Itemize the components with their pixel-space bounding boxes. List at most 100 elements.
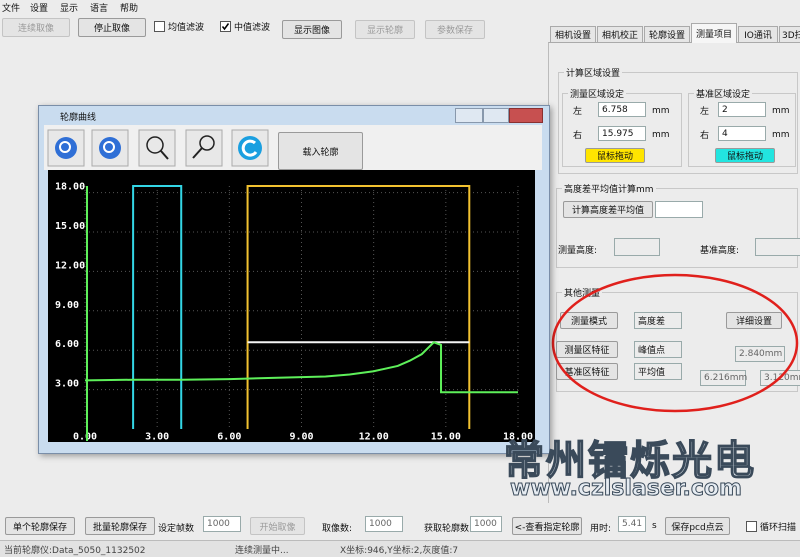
- button[interactable]: 批量轮廓保存: [85, 517, 155, 535]
- button[interactable]: 鼠标拖动: [585, 148, 645, 163]
- x-tick-label: 12.00: [359, 431, 389, 442]
- text-field[interactable]: 1000: [203, 516, 241, 532]
- x-tick-label: 3.00: [145, 431, 169, 442]
- text-field: 平均值: [634, 363, 682, 380]
- tab[interactable]: 轮廓设置: [644, 26, 690, 42]
- text-field: 5.41: [618, 516, 646, 532]
- x-tick-label: 6.00: [217, 431, 241, 442]
- button[interactable]: <-查看指定轮廓: [512, 517, 582, 535]
- y-tick-label: 6.00: [55, 339, 79, 350]
- tab-active[interactable]: 测量项目: [691, 23, 737, 43]
- zoom-tool-icon[interactable]: [185, 129, 223, 167]
- button[interactable]: 连续取像: [2, 18, 70, 37]
- group-box: [558, 72, 798, 174]
- status-text: 当前轮廓仪:Data_5050_1132502: [4, 546, 146, 556]
- checkbox[interactable]: [154, 21, 165, 32]
- group-box: [556, 188, 798, 268]
- series-line: [246, 185, 471, 429]
- group-title: 高度差平均值计算mm: [562, 182, 656, 195]
- tab[interactable]: 相机校正: [597, 26, 643, 42]
- button[interactable]: 鼠标拖动: [715, 148, 775, 163]
- label: 左: [573, 107, 583, 117]
- button[interactable]: 单个轮廓保存: [5, 517, 75, 535]
- checkbox[interactable]: [220, 21, 231, 32]
- annotation: [551, 273, 799, 413]
- tab[interactable]: 相机设置: [550, 26, 596, 42]
- label: 基准高度:: [700, 246, 740, 256]
- status-text: X坐标:946,Y坐标:2,灰度值:7: [340, 546, 459, 556]
- group-title: 计算区域设置: [564, 66, 623, 79]
- refresh-icon[interactable]: [231, 129, 269, 167]
- button[interactable]: 显示图像: [282, 20, 342, 39]
- series-line: [84, 341, 518, 394]
- text-field: 1000: [365, 516, 403, 532]
- label: 设定帧数: [158, 524, 195, 534]
- button[interactable]: 计算高度差平均值: [563, 201, 653, 218]
- checkbox-label: 均值滤波: [168, 23, 205, 33]
- button[interactable]: 基准区特征: [556, 363, 618, 380]
- unit: mm: [772, 106, 790, 116]
- button[interactable]: 保存pcd点云: [665, 517, 730, 535]
- button[interactable]: 开始取像: [250, 517, 305, 535]
- y-tick-label: 18.00: [55, 182, 85, 193]
- button[interactable]: 显示轮廓: [355, 20, 415, 39]
- label: 获取轮廓数: [424, 524, 470, 534]
- tab-panel: [548, 42, 800, 503]
- menu-item[interactable]: 文件: [2, 4, 21, 14]
- tab[interactable]: 3D扫: [779, 26, 800, 42]
- checkbox[interactable]: [746, 521, 757, 532]
- text-field[interactable]: 1000: [470, 516, 502, 532]
- maximize-button[interactable]: [483, 108, 509, 123]
- group-title: 基准区域设定: [694, 87, 753, 100]
- button[interactable]: 测量区特征: [556, 341, 618, 358]
- label: 测量高度:: [558, 246, 598, 256]
- checkbox-label: 中值滤波: [234, 23, 271, 33]
- unit: mm: [652, 106, 670, 116]
- text-field: 高度差: [634, 312, 682, 329]
- text-field[interactable]: [655, 201, 703, 218]
- checkbox-label: 循环扫描: [760, 523, 797, 533]
- button[interactable]: 参数保存: [425, 20, 485, 39]
- button[interactable]: 详细设置: [726, 312, 782, 329]
- window-title: 轮廓曲线: [60, 113, 97, 123]
- x-tick-label: 0.00: [73, 431, 97, 442]
- tab[interactable]: IO通讯: [738, 26, 778, 42]
- text-field: 峰值点: [634, 341, 682, 358]
- menu-item[interactable]: 显示: [60, 4, 79, 14]
- tool-icons: [47, 129, 269, 167]
- x-tick-label: 15.00: [431, 431, 461, 442]
- unit: mm: [652, 130, 670, 140]
- y-tick-label: 9.00: [55, 300, 79, 311]
- y-tick-label: 12.00: [55, 260, 85, 271]
- unit: mm: [772, 130, 790, 140]
- group-title: 测量区域设定: [568, 87, 627, 100]
- minimize-button[interactable]: [455, 108, 483, 123]
- label: 用时:: [590, 524, 612, 534]
- zoom-in-icon[interactable]: [47, 129, 85, 167]
- close-button[interactable]: [509, 108, 543, 123]
- unit: s: [652, 521, 657, 531]
- series-line: [132, 185, 183, 429]
- menu-item[interactable]: 语言: [90, 4, 109, 14]
- text-field: 2.840mm: [735, 346, 785, 362]
- text-field[interactable]: 15.975: [598, 126, 646, 141]
- menu-item[interactable]: 帮助: [120, 4, 139, 14]
- status-text: 连续测量中...: [235, 546, 289, 556]
- label: 左: [700, 107, 710, 117]
- text-field: [755, 238, 800, 256]
- zoom-out-icon[interactable]: [91, 129, 129, 167]
- check-mark: [221, 23, 230, 31]
- text-field[interactable]: 6.758: [598, 102, 646, 117]
- x-tick-label: 9.00: [289, 431, 313, 442]
- menu-item[interactable]: 设置: [30, 4, 49, 14]
- text-field[interactable]: 4: [718, 126, 766, 141]
- status-bar: [0, 540, 800, 557]
- button[interactable]: 载入轮廓: [278, 132, 363, 170]
- group-title: 其他测量: [562, 286, 603, 299]
- text-field[interactable]: 2: [718, 102, 766, 117]
- chart: 3.00 6.00 9.00 12.00 15.00 18.00 0.00 3.00 6.00 9…: [48, 170, 535, 442]
- button[interactable]: 停止取像: [78, 18, 146, 37]
- reset-zoom-icon[interactable]: [138, 129, 176, 167]
- label: 右: [700, 131, 710, 141]
